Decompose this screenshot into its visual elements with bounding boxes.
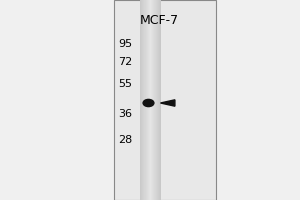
Bar <box>145 0 146 200</box>
Bar <box>160 0 161 200</box>
Bar <box>147 0 148 200</box>
Bar <box>140 0 141 200</box>
Bar <box>146 0 147 200</box>
Text: 28: 28 <box>118 135 132 145</box>
Bar <box>154 0 155 200</box>
Circle shape <box>143 99 154 107</box>
Bar <box>144 0 145 200</box>
Bar <box>157 0 158 200</box>
Bar <box>151 0 152 200</box>
Bar <box>156 0 157 200</box>
Bar <box>114 0 216 200</box>
Text: MCF-7: MCF-7 <box>140 14 178 27</box>
Bar <box>159 0 160 200</box>
Bar <box>158 0 159 200</box>
Text: 36: 36 <box>118 109 132 119</box>
Bar <box>150 0 151 200</box>
Bar <box>148 0 149 200</box>
Text: 95: 95 <box>118 39 132 49</box>
Bar <box>153 0 154 200</box>
Bar <box>152 0 153 200</box>
Text: 55: 55 <box>118 79 132 89</box>
Bar <box>141 0 142 200</box>
Polygon shape <box>160 100 175 106</box>
Bar <box>143 0 144 200</box>
Bar <box>149 0 150 200</box>
Bar <box>142 0 143 200</box>
Bar <box>155 0 156 200</box>
Text: 72: 72 <box>118 57 132 67</box>
